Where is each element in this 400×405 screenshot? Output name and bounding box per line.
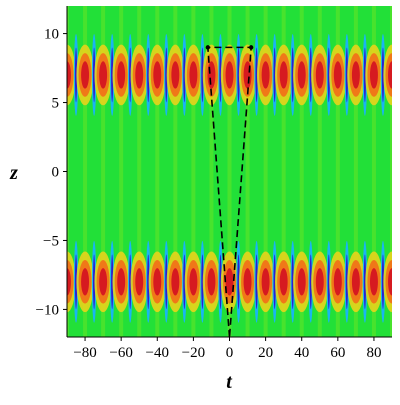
band-cell-core xyxy=(81,61,89,88)
band-cell-core xyxy=(280,268,288,295)
x-tick-label: 0 xyxy=(226,345,234,361)
band-cell-core xyxy=(244,61,252,88)
band-cell-core xyxy=(388,61,396,88)
band-cell-core xyxy=(99,61,107,88)
band-gap-core xyxy=(57,255,59,310)
band-cell-core xyxy=(370,61,378,88)
x-axis-label: t xyxy=(226,371,233,393)
band-cell-core xyxy=(262,61,270,88)
band-cell-core xyxy=(135,268,143,295)
band-cell-core xyxy=(334,268,342,295)
y-tick-label: −5 xyxy=(43,233,59,249)
band-cell-core xyxy=(280,61,288,88)
x-tick-label: 80 xyxy=(366,345,381,361)
band-cell-core xyxy=(334,61,342,88)
x-tick-label: −80 xyxy=(73,345,96,361)
band-cell-core xyxy=(117,268,125,295)
y-tick-label: 10 xyxy=(44,27,59,43)
band-cell-core xyxy=(207,61,215,88)
band-cell-mid xyxy=(42,53,55,97)
band-cell-core xyxy=(117,61,125,88)
x-tick-label: 40 xyxy=(294,345,309,361)
band-cell-core xyxy=(298,61,306,88)
band-cell-core xyxy=(352,61,360,88)
band-gap-core xyxy=(57,48,59,103)
band-cell-core xyxy=(298,268,306,295)
band-cell-core xyxy=(244,268,252,295)
band-cell-core xyxy=(262,268,270,295)
x-tick-label: 20 xyxy=(258,345,273,361)
y-tick-label: −10 xyxy=(36,302,59,318)
band-cell-core xyxy=(135,61,143,88)
annotation-vertex xyxy=(249,45,253,49)
band-cell-core xyxy=(316,268,324,295)
band-cell-core xyxy=(388,268,396,295)
x-tick-label: 60 xyxy=(330,345,345,361)
band-cell-core xyxy=(153,268,161,295)
band-cell-core xyxy=(45,268,53,295)
band-cell-core xyxy=(171,268,179,295)
x-tick-label: −60 xyxy=(109,345,132,361)
x-tick-label: −40 xyxy=(146,345,169,361)
y-tick-label: 0 xyxy=(52,165,60,181)
band-cell-core xyxy=(226,61,234,88)
x-tick-label: −20 xyxy=(182,345,205,361)
y-tick-label: 5 xyxy=(52,96,60,112)
band-cell-core xyxy=(189,61,197,88)
band-cell-mid xyxy=(42,260,55,304)
band-cell-core xyxy=(352,268,360,295)
band-cell-core xyxy=(316,61,324,88)
band-cell-core xyxy=(81,268,89,295)
band-cell-core xyxy=(45,61,53,88)
band-cell-core xyxy=(99,268,107,295)
heatmap-band xyxy=(40,241,400,323)
band-cell-core xyxy=(171,61,179,88)
band-cell-core xyxy=(207,268,215,295)
band-cell-core xyxy=(153,61,161,88)
annotation-vertex xyxy=(206,45,210,49)
y-axis-label: z xyxy=(9,162,18,184)
band-cell-core xyxy=(370,268,378,295)
band-cell-core xyxy=(189,268,197,295)
heatmap-band xyxy=(40,34,400,116)
